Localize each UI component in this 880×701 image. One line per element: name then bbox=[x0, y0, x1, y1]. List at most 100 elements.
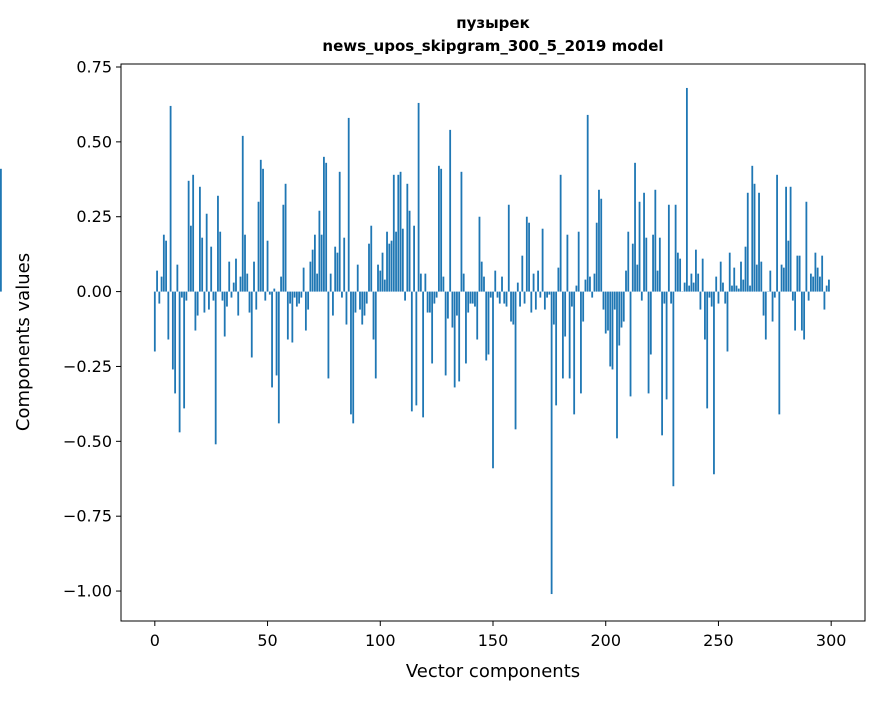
bar bbox=[738, 289, 740, 292]
bar bbox=[161, 277, 163, 292]
bar bbox=[508, 205, 510, 292]
bar bbox=[470, 292, 472, 304]
bar bbox=[296, 292, 298, 307]
bar bbox=[598, 190, 600, 292]
x-tick-label: 100 bbox=[365, 631, 396, 650]
bar bbox=[330, 274, 332, 292]
bar bbox=[318, 211, 320, 292]
bar bbox=[517, 283, 519, 292]
bar bbox=[0, 169, 2, 292]
bar bbox=[695, 250, 697, 292]
bar bbox=[605, 292, 607, 334]
bar bbox=[675, 205, 677, 292]
bar bbox=[298, 292, 300, 304]
bar bbox=[409, 211, 411, 292]
bar bbox=[627, 232, 629, 292]
bar bbox=[528, 223, 530, 292]
bar bbox=[772, 292, 774, 322]
bar bbox=[731, 286, 733, 292]
bar bbox=[305, 292, 307, 331]
bar bbox=[814, 253, 816, 292]
bar bbox=[657, 271, 659, 292]
bar bbox=[373, 292, 375, 340]
bar bbox=[497, 292, 499, 298]
bar bbox=[461, 172, 463, 292]
bar bbox=[711, 292, 713, 307]
bar bbox=[799, 256, 801, 292]
bar bbox=[760, 262, 762, 292]
bar bbox=[490, 292, 492, 298]
bar bbox=[792, 292, 794, 301]
bar bbox=[745, 247, 747, 292]
bar bbox=[391, 241, 393, 292]
bar bbox=[668, 205, 670, 292]
bar bbox=[569, 292, 571, 379]
bar bbox=[589, 277, 591, 292]
bar bbox=[411, 292, 413, 412]
bar bbox=[537, 271, 539, 292]
bar bbox=[197, 292, 199, 316]
bar bbox=[533, 274, 535, 292]
bar bbox=[366, 292, 368, 304]
bar bbox=[436, 292, 438, 298]
bar bbox=[231, 292, 233, 298]
bar bbox=[571, 292, 573, 307]
bar bbox=[206, 214, 208, 292]
bar bbox=[386, 232, 388, 292]
bar bbox=[709, 292, 711, 298]
bar bbox=[337, 253, 339, 292]
bar bbox=[454, 292, 456, 388]
bar bbox=[607, 292, 609, 331]
bar bbox=[228, 262, 230, 292]
bar bbox=[393, 175, 395, 292]
bar bbox=[300, 292, 302, 298]
bar bbox=[244, 235, 246, 292]
bar bbox=[341, 292, 343, 298]
x-tick-label: 250 bbox=[703, 631, 734, 650]
bar bbox=[314, 235, 316, 292]
bar bbox=[677, 253, 679, 292]
bar bbox=[307, 292, 309, 310]
bar bbox=[524, 292, 526, 304]
bar bbox=[551, 292, 553, 594]
y-tick-label: 0.25 bbox=[76, 207, 112, 226]
x-tick-label: 300 bbox=[816, 631, 847, 650]
bar bbox=[684, 283, 686, 292]
bar bbox=[445, 292, 447, 376]
bar bbox=[580, 292, 582, 394]
bar bbox=[280, 277, 282, 292]
bar bbox=[485, 292, 487, 361]
bar bbox=[395, 232, 397, 292]
bar bbox=[555, 292, 557, 406]
bar bbox=[776, 175, 778, 292]
bar bbox=[316, 274, 318, 292]
bar bbox=[262, 169, 264, 292]
bar bbox=[614, 292, 616, 310]
bar bbox=[440, 169, 442, 292]
bar bbox=[747, 193, 749, 292]
bar bbox=[749, 286, 751, 292]
bar bbox=[208, 292, 210, 310]
bar bbox=[420, 274, 422, 292]
bar bbox=[332, 292, 334, 316]
bar bbox=[769, 271, 771, 292]
bar bbox=[309, 262, 311, 292]
bar bbox=[506, 292, 508, 307]
bar bbox=[204, 292, 206, 313]
bar bbox=[181, 292, 183, 298]
bar bbox=[271, 292, 273, 388]
bar bbox=[544, 292, 546, 310]
bar bbox=[194, 292, 196, 331]
bar bbox=[819, 277, 821, 292]
bar bbox=[404, 292, 406, 301]
bar bbox=[603, 292, 605, 310]
bar bbox=[264, 292, 266, 301]
bar bbox=[616, 292, 618, 439]
bar bbox=[179, 292, 181, 433]
bar bbox=[630, 292, 632, 397]
bar bbox=[185, 292, 187, 301]
bar bbox=[722, 283, 724, 292]
bar bbox=[578, 232, 580, 292]
